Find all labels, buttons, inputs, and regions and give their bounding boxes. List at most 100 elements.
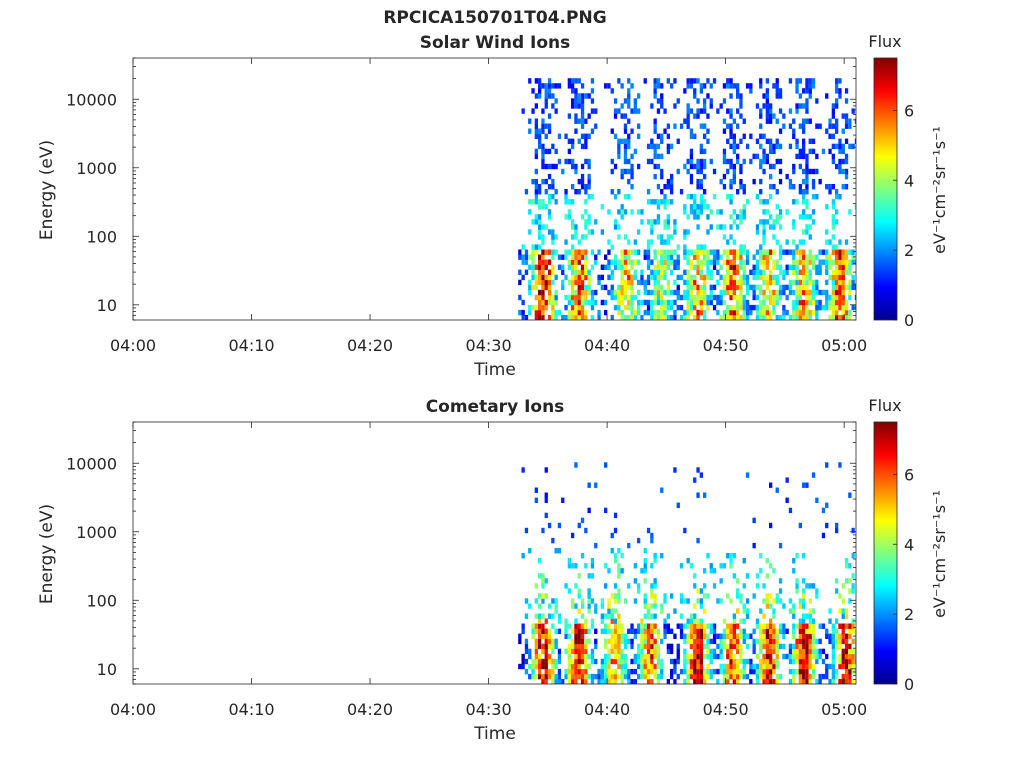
heatmap-cell (778, 628, 783, 634)
heatmap-cell (719, 224, 723, 230)
heatmap-cell (633, 148, 637, 155)
heatmap-cell (571, 78, 575, 84)
heatmap-cell (848, 598, 852, 604)
heatmap-cell (650, 138, 654, 144)
heatmap-cell (831, 284, 835, 291)
heatmap-cell (646, 279, 651, 286)
heatmap-cell (670, 234, 674, 240)
heatmap-cell (752, 254, 756, 260)
colorbar-gradient (873, 421, 898, 685)
heatmap-cell (831, 224, 835, 230)
heatmap-cell (574, 93, 578, 99)
heatmap-cell (547, 522, 552, 529)
heatmap-cell (544, 512, 548, 519)
heatmap-cell (574, 254, 578, 260)
heatmap-cell (709, 623, 713, 629)
heatmap-cell (808, 679, 812, 684)
heatmap-cell (755, 284, 760, 291)
heatmap-cell (584, 527, 588, 534)
heatmap-cell (689, 209, 694, 215)
heatmap-cell (696, 209, 700, 215)
heatmap-cell (732, 643, 736, 650)
heatmap-cell (722, 643, 727, 650)
heatmap-cell (571, 254, 575, 260)
heatmap-cell (627, 88, 631, 94)
heatmap-cell (538, 78, 542, 84)
heatmap-cell (838, 623, 842, 629)
heatmap-cell (841, 259, 845, 265)
heatmap-cell (755, 269, 760, 275)
heatmap-cell (712, 628, 717, 634)
heatmap-cell (660, 234, 664, 240)
heatmap-cell (815, 315, 819, 320)
heatmap-cell (719, 254, 723, 260)
heatmap-cell (851, 108, 855, 114)
heatmap-cell (564, 668, 568, 675)
heatmap-cell (841, 249, 845, 255)
heatmap-cell (815, 638, 819, 645)
heatmap-cell (534, 128, 538, 134)
heatmap-cell (788, 184, 793, 190)
heatmap-cell (617, 264, 621, 270)
heatmap-cell (587, 593, 591, 599)
heatmap-cell (851, 249, 855, 255)
heatmap-cell (706, 623, 710, 629)
heatmap-cell (630, 264, 634, 270)
heatmap-cell (633, 679, 637, 684)
heatmap-cell (818, 178, 822, 185)
heatmap-cell (617, 148, 621, 155)
heatmap-cell (844, 663, 849, 670)
heatmap-cell (772, 608, 776, 614)
heatmap-cell (534, 133, 538, 139)
heatmap-cell (696, 623, 700, 629)
heatmap-cell (831, 663, 835, 670)
heatmap-cell (666, 304, 670, 311)
heatmap-cell (729, 294, 733, 301)
heatmap-cell (656, 663, 661, 670)
heatmap-cell (544, 249, 548, 255)
heatmap-cell (597, 274, 601, 281)
heatmap-cell (643, 668, 647, 675)
heatmap-cell (587, 173, 591, 180)
heatmap-cell (650, 315, 654, 320)
heatmap-cell (703, 259, 707, 265)
heatmap-cell (844, 613, 849, 619)
heatmap-cell (689, 204, 694, 210)
heatmap-cell (726, 108, 730, 114)
heatmap-cell (646, 608, 651, 614)
heatmap-cell (584, 234, 588, 240)
heatmap-cell (620, 568, 624, 574)
heatmap-cell (547, 209, 552, 215)
heatmap-cell (577, 254, 581, 260)
heatmap-cell (623, 264, 628, 270)
heatmap-cell (792, 224, 796, 230)
heatmap-cell (650, 309, 654, 316)
heatmap-cell (844, 254, 849, 260)
heatmap-cell (739, 214, 743, 220)
heatmap-cell (538, 93, 542, 99)
heatmap-cell (584, 254, 588, 260)
heatmap-cell (772, 638, 776, 645)
heatmap-cell (716, 254, 720, 260)
heatmap-cell (577, 284, 581, 291)
heatmap-cell (792, 315, 796, 320)
heatmap-cell (646, 289, 651, 296)
heatmap-cell (534, 78, 538, 84)
x-tick-label: 04:50 (703, 700, 749, 719)
heatmap-cell (689, 249, 694, 255)
heatmap-cell (712, 304, 717, 311)
heatmap-cell (693, 93, 697, 99)
heatmap-cell (666, 679, 670, 684)
heatmap-cell (703, 158, 707, 165)
heatmap-cell (835, 527, 839, 534)
heatmap-cell (673, 633, 677, 639)
heatmap-cell (643, 633, 647, 639)
heatmap-cell (547, 294, 552, 301)
heatmap-cell (683, 598, 687, 604)
heatmap-cell (788, 643, 793, 650)
heatmap-cell (802, 638, 806, 645)
heatmap-cell (811, 299, 816, 306)
heatmap-cell (630, 108, 634, 114)
heatmap-cell (627, 269, 631, 275)
heatmap-cell (620, 299, 624, 306)
